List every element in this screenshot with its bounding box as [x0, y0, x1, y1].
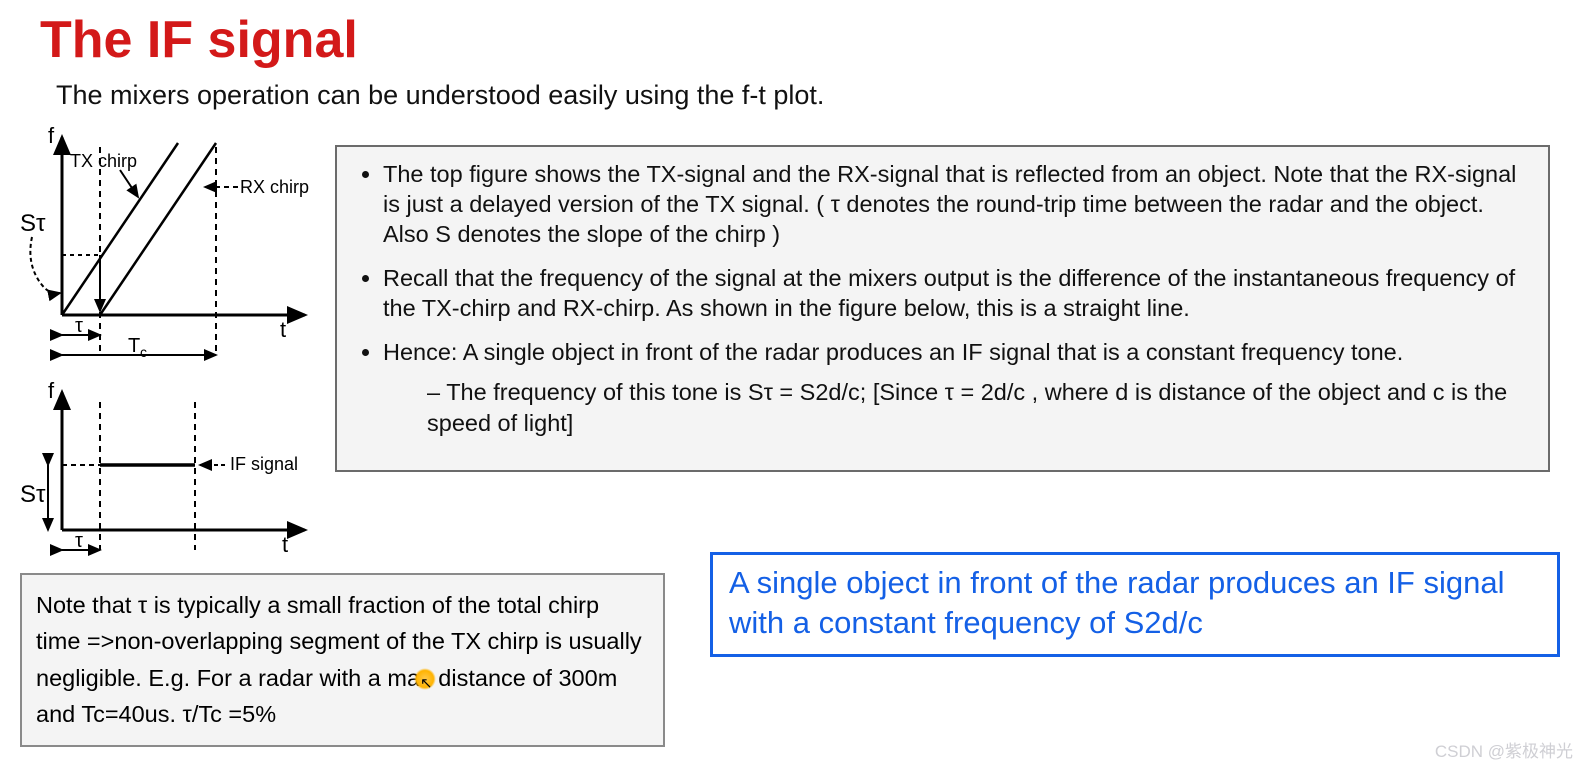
bullet-3: Hence: A single object in front of the r… — [383, 337, 1530, 437]
bullet-1: The top figure shows the TX-signal and t… — [383, 159, 1530, 249]
tau-label-2: τ — [75, 530, 83, 552]
main-bullets-box: The top figure shows the TX-signal and t… — [335, 145, 1550, 472]
tc-sub: c — [140, 344, 147, 360]
watermark: CSDN @紫极神光 — [1435, 737, 1573, 762]
x-axis-label: t — [280, 317, 286, 342]
title-text: The IF signal — [40, 11, 358, 69]
callout-text: A single object in front of the radar pr… — [729, 565, 1504, 640]
bullet-3a: The frequency of this tone is Sτ = S2d/c… — [427, 377, 1530, 437]
note-text: Note that τ is typically a small fractio… — [36, 592, 642, 727]
if-signal-label: IF signal — [230, 454, 298, 474]
bottom-ft-plot: f t IF signal Sτ τ — [20, 380, 325, 570]
bullet-2: Recall that the frequency of the signal … — [383, 263, 1530, 323]
tau-label: τ — [75, 315, 83, 337]
callout-box: A single object in front of the radar pr… — [710, 552, 1560, 657]
y-axis-label-2: f — [48, 380, 55, 403]
y-tick-label-2: Sτ — [20, 481, 46, 508]
subtitle-text: The mixers operation can be understood e… — [56, 80, 824, 110]
slide-title: The IF signal — [40, 10, 358, 70]
slide-subtitle: The mixers operation can be understood e… — [56, 80, 824, 111]
cursor-arrow-icon: ↖ — [420, 674, 433, 692]
top-ft-plot: f t Sτ TX chirp RX chirp τ T c — [20, 125, 325, 365]
rx-chirp-label: RX chirp — [240, 177, 309, 197]
y-axis-label: f — [48, 125, 55, 148]
y-tick-label: Sτ — [20, 210, 46, 237]
ft-diagrams: f t Sτ TX chirp RX chirp τ T c — [20, 125, 325, 555]
tx-chirp-label: TX chirp — [70, 151, 137, 171]
tc-label: T — [128, 335, 140, 357]
x-axis-label-2: t — [282, 532, 288, 557]
note-box: Note that τ is typically a small fractio… — [20, 573, 665, 747]
